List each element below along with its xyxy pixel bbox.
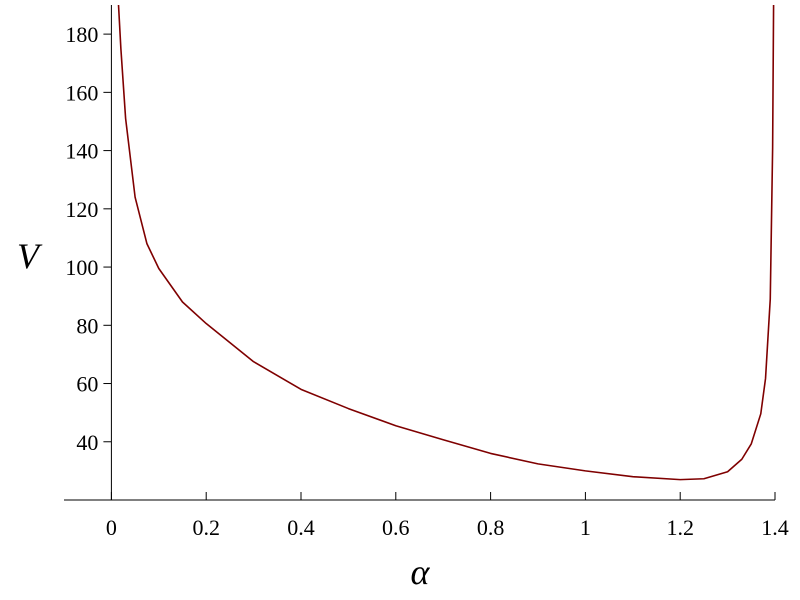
y-tick-label: 120 [65, 197, 98, 222]
x-tick-label: 0.4 [287, 515, 315, 540]
x-tick-label: 1.4 [761, 515, 789, 540]
y-axis-label: V [17, 236, 43, 276]
x-tick-label: 1 [580, 515, 591, 540]
y-tick-label: 100 [65, 255, 98, 280]
x-axis-label: α [411, 552, 431, 592]
x-tick-label: 0.6 [382, 515, 410, 540]
plot-area [117, 5, 775, 481]
y-tick-label: 160 [65, 80, 98, 105]
x-tick-label: 0.2 [192, 515, 220, 540]
y-tick-label: 40 [76, 430, 98, 455]
y-tick-label: 140 [65, 139, 98, 164]
y-tick-label: 180 [65, 22, 98, 47]
data-line [117, 5, 775, 481]
x-tick-label: 0.8 [477, 515, 505, 540]
y-tick-label: 60 [76, 372, 98, 397]
y-tick-label: 80 [76, 313, 98, 338]
x-tick-label: 1.2 [666, 515, 694, 540]
x-tick-label: 0 [106, 515, 117, 540]
